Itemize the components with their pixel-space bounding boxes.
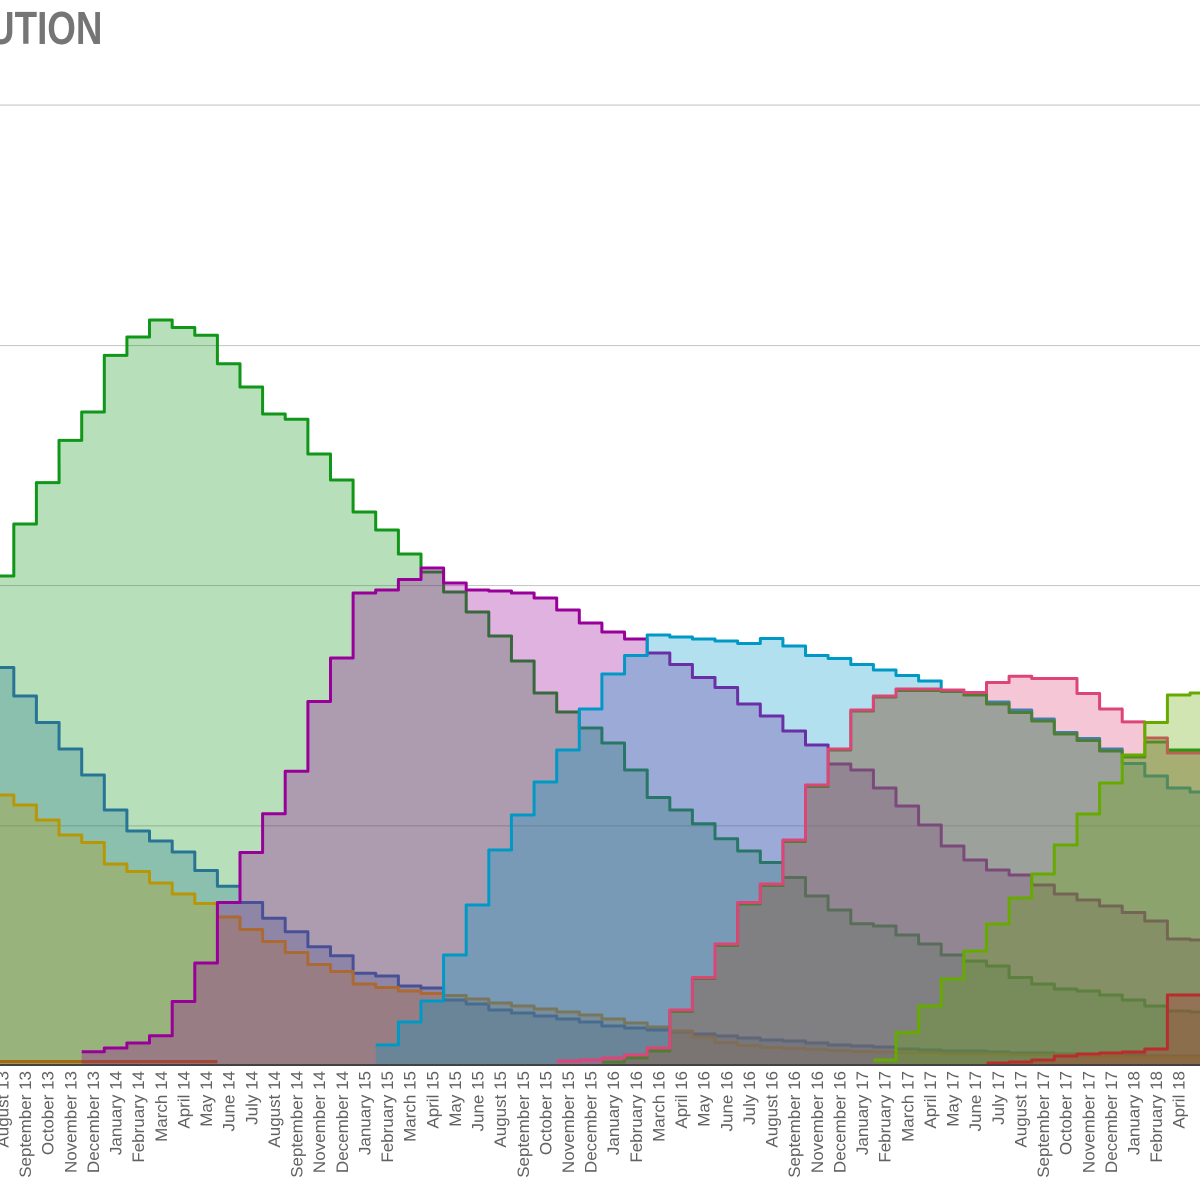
svg-text:May 17: May 17 bbox=[944, 1071, 963, 1127]
svg-text:August 13: August 13 bbox=[0, 1071, 13, 1148]
svg-text:August 15: August 15 bbox=[491, 1071, 510, 1148]
svg-text:January 17: January 17 bbox=[853, 1071, 872, 1155]
svg-text:January 14: January 14 bbox=[107, 1071, 126, 1155]
svg-text:December 14: December 14 bbox=[333, 1071, 352, 1173]
svg-text:July 14: July 14 bbox=[242, 1071, 261, 1125]
svg-text:April 15: April 15 bbox=[423, 1071, 442, 1129]
svg-text:August 14: August 14 bbox=[265, 1071, 284, 1148]
svg-text:March 15: March 15 bbox=[401, 1071, 420, 1142]
svg-text:November 14: November 14 bbox=[310, 1071, 329, 1173]
svg-text:November 15: November 15 bbox=[559, 1071, 578, 1173]
svg-text:September 13: September 13 bbox=[16, 1071, 35, 1178]
svg-text:November 16: November 16 bbox=[808, 1071, 827, 1173]
svg-text:December 15: December 15 bbox=[582, 1071, 601, 1173]
svg-text:February 16: February 16 bbox=[627, 1071, 646, 1163]
svg-text:May 14: May 14 bbox=[197, 1071, 216, 1127]
svg-text:February 14: February 14 bbox=[129, 1071, 148, 1163]
svg-text:January 15: January 15 bbox=[355, 1071, 374, 1155]
svg-text:April 14: April 14 bbox=[175, 1071, 194, 1129]
svg-text:June 16: June 16 bbox=[717, 1071, 736, 1132]
svg-text:December 13: December 13 bbox=[84, 1071, 103, 1173]
svg-text:April 17: April 17 bbox=[921, 1071, 940, 1129]
svg-text:June 14: June 14 bbox=[220, 1071, 239, 1132]
svg-text:May 16: May 16 bbox=[695, 1071, 714, 1127]
svg-text:September 15: September 15 bbox=[514, 1071, 533, 1178]
svg-text:November 13: November 13 bbox=[61, 1071, 80, 1173]
svg-text:June 17: June 17 bbox=[966, 1071, 985, 1132]
svg-text:April 16: April 16 bbox=[672, 1071, 691, 1129]
svg-text:December 17: December 17 bbox=[1102, 1071, 1121, 1173]
svg-text:March 17: March 17 bbox=[898, 1071, 917, 1142]
svg-text:October 17: October 17 bbox=[1057, 1071, 1076, 1155]
svg-text:September 17: September 17 bbox=[1034, 1071, 1053, 1178]
svg-text:July 17: July 17 bbox=[989, 1071, 1008, 1125]
svg-text:January 16: January 16 bbox=[604, 1071, 623, 1155]
svg-text:June 15: June 15 bbox=[469, 1071, 488, 1132]
svg-text:September 16: September 16 bbox=[785, 1071, 804, 1178]
svg-text:August 16: August 16 bbox=[763, 1071, 782, 1148]
svg-text:December 16: December 16 bbox=[830, 1071, 849, 1173]
svg-text:October 13: October 13 bbox=[39, 1071, 58, 1155]
svg-text:November 17: November 17 bbox=[1079, 1071, 1098, 1173]
svg-text:October 15: October 15 bbox=[536, 1071, 555, 1155]
svg-text:May 15: May 15 bbox=[446, 1071, 465, 1127]
svg-text:March 16: March 16 bbox=[650, 1071, 669, 1142]
svg-text:September 14: September 14 bbox=[288, 1071, 307, 1178]
svg-text:March 14: March 14 bbox=[152, 1071, 171, 1142]
svg-text:August 17: August 17 bbox=[1011, 1071, 1030, 1148]
svg-text:July 16: July 16 bbox=[740, 1071, 759, 1125]
svg-text:April 18: April 18 bbox=[1170, 1071, 1189, 1129]
svg-text:January 18: January 18 bbox=[1125, 1071, 1144, 1155]
svg-text:February 18: February 18 bbox=[1147, 1071, 1166, 1163]
svg-text:February 17: February 17 bbox=[876, 1071, 895, 1163]
svg-text:February 15: February 15 bbox=[378, 1071, 397, 1163]
